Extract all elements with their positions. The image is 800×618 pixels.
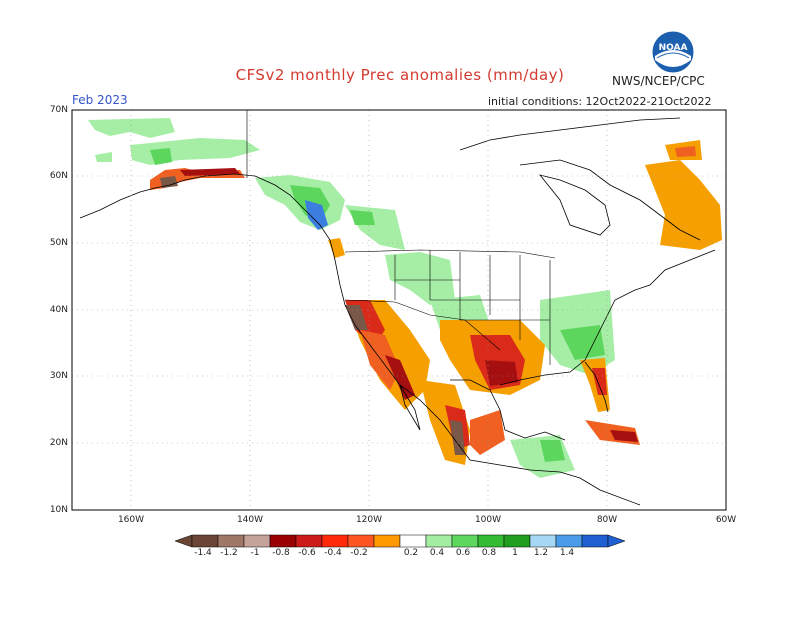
svg-text:NOAA: NOAA	[659, 43, 688, 53]
colorbar-label: -0.2	[350, 548, 368, 558]
colorbar-label: 0.4	[429, 548, 445, 558]
lat-label: 40N	[49, 305, 68, 315]
colorbar-label: -1.4	[194, 548, 212, 558]
colorbar-label: -1.2	[220, 548, 238, 558]
lon-label: 80W	[596, 515, 618, 525]
lat-label: 10N	[49, 505, 68, 515]
valid-month-label: Feb 2023	[72, 93, 128, 107]
anomaly-fields	[88, 118, 722, 478]
colorbar-label: 0.8	[481, 548, 497, 558]
lat-label: 50N	[49, 238, 68, 248]
lon-label: 120W	[355, 515, 383, 525]
colorbar-label: 1	[512, 548, 518, 558]
colorbar	[174, 534, 626, 548]
noaa-logo-icon: NOAA	[651, 30, 695, 74]
lon-label: 140W	[236, 515, 264, 525]
lon-label: 160W	[117, 515, 145, 525]
lon-label: 60W	[715, 515, 737, 525]
coastlines	[79, 117, 716, 506]
org-label: NWS/NCEP/CPC	[612, 74, 705, 88]
political-borders	[246, 110, 556, 365]
colorbar-label: 0.6	[455, 548, 471, 558]
graticule	[72, 110, 726, 510]
lat-label: 30N	[49, 371, 68, 381]
initial-conditions-label: initial conditions: 12Oct2022-21Oct2022	[488, 95, 712, 108]
chart-title: CFSv2 monthly Prec anomalies (mm/day)	[235, 66, 565, 84]
colorbar-label: -0.4	[324, 548, 342, 558]
colorbar-label: -1	[250, 548, 260, 558]
colorbar-label: 1.2	[533, 548, 549, 558]
lat-label: 60N	[49, 171, 68, 181]
colorbar-label: 0.2	[403, 548, 419, 558]
colorbar-label: 1.4	[559, 548, 575, 558]
colorbar-label: -0.8	[272, 548, 290, 558]
lon-label: 100W	[474, 515, 502, 525]
lat-label: 20N	[49, 438, 68, 448]
lat-label: 70N	[49, 105, 68, 115]
colorbar-label: -0.6	[298, 548, 316, 558]
